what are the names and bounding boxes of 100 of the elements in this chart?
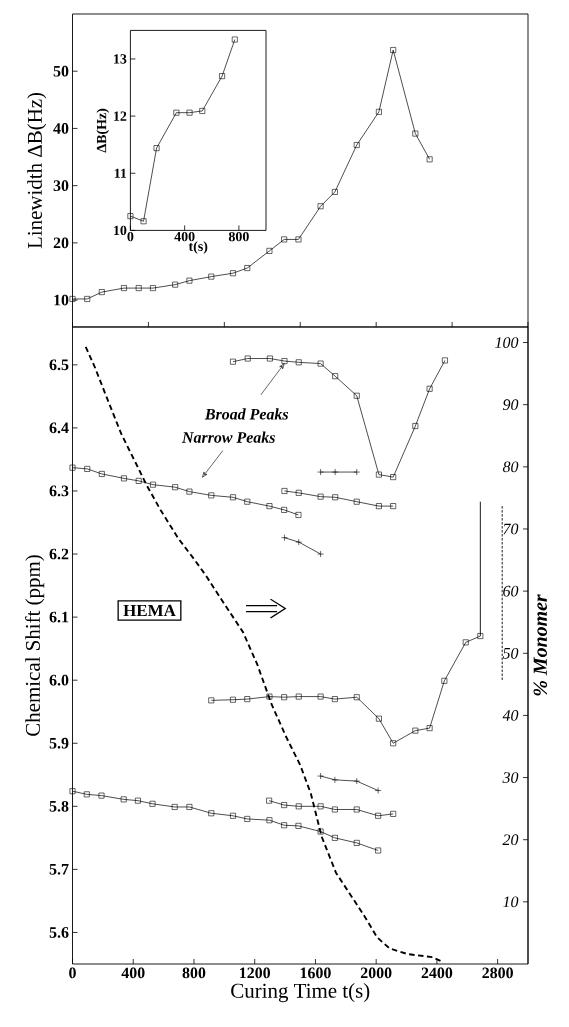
x-axis-title: t(s) (188, 241, 208, 254)
y-tick-label: 6.0 (49, 674, 69, 686)
point (83, 791, 90, 798)
point (230, 696, 236, 703)
point (127, 213, 134, 220)
point (317, 468, 324, 476)
point (353, 694, 360, 701)
point (331, 776, 339, 784)
point (121, 475, 127, 482)
x-tick-label: 1600 (300, 967, 331, 979)
point (69, 296, 76, 302)
point (295, 538, 303, 546)
point (376, 471, 382, 478)
point (353, 392, 360, 399)
point (441, 677, 448, 684)
y2-tick-label: 20 (502, 834, 519, 846)
y-tick-label: 13 (114, 54, 127, 64)
point (295, 693, 302, 700)
point (230, 494, 236, 501)
point (208, 697, 215, 704)
point (353, 806, 360, 813)
point (331, 696, 338, 703)
point (121, 285, 127, 291)
point (153, 145, 160, 152)
point (281, 488, 288, 494)
point (69, 788, 76, 795)
point (412, 423, 419, 429)
y-tick-label: 11 (114, 168, 127, 178)
point (173, 109, 180, 116)
y-tick-label: 5.8 (49, 800, 69, 812)
y-tick-label: 30 (53, 180, 69, 192)
point (332, 373, 339, 380)
x-axis-title: Curing Time t(s) (231, 983, 370, 1003)
point (376, 503, 382, 510)
point (98, 471, 105, 477)
point (317, 803, 324, 810)
point (426, 385, 433, 392)
point (317, 493, 324, 500)
point (199, 108, 206, 114)
point (208, 273, 215, 280)
point (295, 489, 302, 496)
point (186, 488, 193, 495)
point (353, 468, 361, 476)
point (462, 639, 469, 646)
point (412, 130, 419, 137)
point (375, 812, 382, 819)
point (331, 189, 338, 195)
y-tick-label: 6.5 (49, 359, 69, 371)
point (281, 694, 288, 701)
point (281, 507, 288, 513)
y-tick-label: 6.4 (49, 422, 69, 434)
point (120, 796, 127, 803)
point (295, 803, 302, 810)
point (353, 498, 360, 505)
point (98, 792, 105, 799)
y-tick-label: 6.3 (49, 485, 69, 497)
y-tick-label: 5.7 (49, 864, 69, 875)
point (172, 484, 179, 491)
point (84, 466, 91, 472)
point (317, 828, 324, 835)
point (317, 203, 324, 210)
point (208, 492, 215, 499)
y-tick-label: 6.1 (49, 611, 69, 623)
y-tick-label: 50 (53, 65, 69, 77)
y-tick-label: 12 (114, 111, 127, 121)
point (412, 727, 419, 734)
x-tick-label: 2000 (360, 967, 392, 979)
point (266, 797, 273, 804)
point (150, 481, 156, 488)
point (353, 777, 361, 785)
x-tick-label: 800 (228, 231, 249, 242)
point (135, 797, 141, 804)
y-axis-title: ΔB(Hz) (96, 108, 110, 153)
annotation: HEMA (123, 604, 176, 617)
y-axis-title: Chemical Shift (ppm) (25, 555, 45, 736)
point (317, 360, 324, 367)
point (231, 36, 238, 43)
x-tick-label: 400 (121, 967, 145, 979)
point (390, 740, 397, 747)
point (69, 464, 76, 471)
point (331, 806, 338, 813)
point (266, 693, 273, 700)
point (171, 804, 178, 810)
point (230, 358, 236, 365)
point (266, 503, 273, 510)
point (186, 109, 193, 116)
point (244, 498, 251, 505)
point (266, 817, 273, 824)
point (317, 550, 324, 558)
point (390, 474, 397, 480)
point (244, 816, 251, 822)
y-tick-label: 5.6 (49, 927, 69, 938)
y2-tick-label: 10 (503, 896, 519, 908)
y2-axis-title: % Monomer (533, 594, 548, 696)
point (374, 787, 382, 794)
y2-tick-label: 40 (502, 710, 519, 721)
point (295, 822, 302, 829)
point (375, 847, 382, 854)
y2-tick-label: 70 (503, 523, 519, 535)
point (186, 804, 193, 810)
